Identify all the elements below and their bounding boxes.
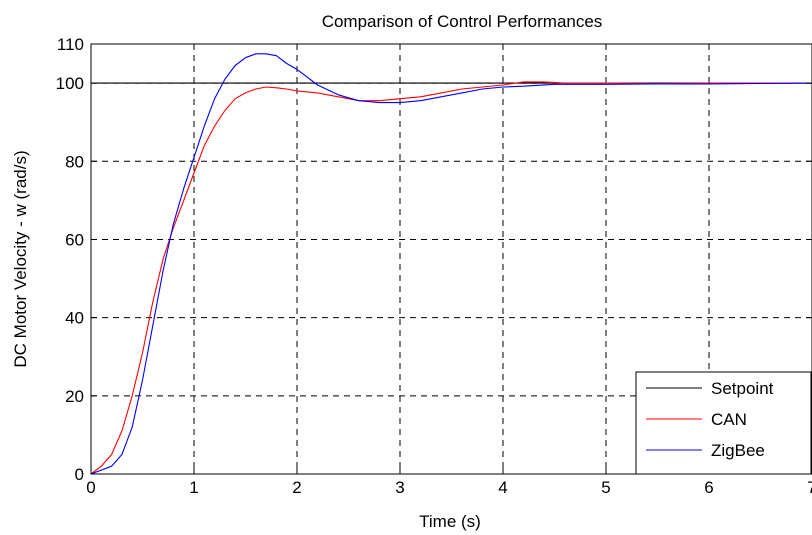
x-tick-label: 6 — [704, 478, 713, 497]
x-tick-label: 3 — [395, 478, 404, 497]
chart-title: Comparison of Control Performances — [322, 12, 603, 31]
x-tick-label: 4 — [498, 478, 507, 497]
grid-layer — [91, 44, 812, 474]
legend-label-can: CAN — [711, 410, 747, 429]
plot-frame — [90, 43, 812, 475]
legend-label-zigbee: ZigBee — [711, 441, 765, 460]
y-tick-label: 60 — [65, 230, 84, 249]
series-layer — [90, 53, 812, 475]
y-axis-label: DC Motor Velocity - w (rad/s) — [11, 150, 30, 367]
series-line-zigbee — [90, 53, 812, 475]
x-axis-label: Time (s) — [419, 512, 481, 531]
y-tick-label: 110 — [57, 35, 84, 54]
x-tick-label: 0 — [86, 478, 95, 497]
x-tick-label: 1 — [189, 478, 198, 497]
y-tick-label: 100 — [56, 74, 84, 93]
x-tick-label: 2 — [292, 478, 301, 497]
legend: Setpoint CAN ZigBee — [635, 371, 812, 475]
y-tick-label: 80 — [65, 152, 84, 171]
y-tick-label: 20 — [65, 387, 84, 406]
legend-box — [635, 371, 812, 475]
y-tick-label: 0 — [75, 465, 84, 484]
x-tick-label: 7 — [807, 478, 812, 497]
legend-label-setpoint: Setpoint — [711, 379, 774, 398]
y-tick-label: 40 — [65, 309, 84, 328]
series-line-can — [90, 81, 812, 475]
x-tick-label: 5 — [601, 478, 610, 497]
